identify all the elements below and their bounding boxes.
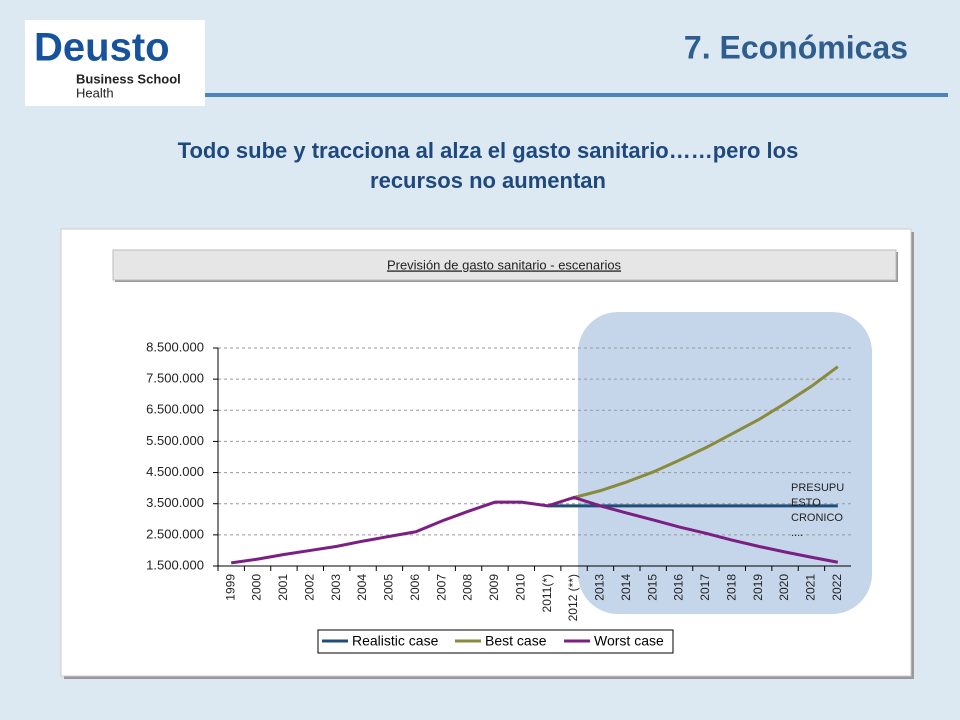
legend-label: Worst case [594, 633, 664, 649]
x-tick-label: 2017 [698, 574, 712, 601]
x-tick-label: 2011(*) [540, 574, 554, 612]
x-tick-label: 2009 [487, 574, 501, 601]
y-tick-label: 2.500.000 [146, 526, 204, 541]
x-tick-label: 2012 (**) [566, 574, 580, 621]
logo-line: Health [76, 85, 114, 100]
x-tick-label: 2021 [804, 574, 818, 601]
x-tick-label: 2003 [329, 574, 343, 601]
x-tick-label: 2016 [672, 574, 686, 601]
x-tick-label: 2022 [830, 574, 844, 601]
y-tick-label: 7.500.000 [146, 371, 204, 386]
logo-word: Deusto [34, 26, 170, 70]
legend-label: Best case [485, 633, 547, 649]
annotation-line: CRONICO [791, 512, 843, 524]
x-tick-label: 2006 [408, 574, 422, 601]
legend-label: Realistic case [352, 633, 439, 649]
series-line [230, 495, 839, 565]
forecast-highlight [578, 312, 872, 614]
x-tick-label: 2014 [619, 574, 633, 601]
x-tick-label: 2008 [461, 574, 475, 601]
x-tick-label: 2010 [513, 574, 527, 601]
logo-line: Business School [76, 71, 181, 86]
logo-box [25, 20, 205, 106]
x-tick-label: 2004 [355, 574, 369, 601]
y-tick-label: 6.500.000 [146, 402, 204, 417]
x-tick-label: 2007 [434, 574, 448, 601]
y-tick-label: 8.500.000 [146, 339, 204, 354]
x-tick-label: 2013 [593, 574, 607, 601]
annotation-line: ESTO [791, 497, 821, 509]
annotation: PRESUPU ESTO CRONICO.... [791, 482, 844, 539]
x-tick-label: 2020 [777, 574, 791, 601]
x-tick-label: 2005 [382, 574, 396, 601]
subtitle: recursos no aumentan [370, 168, 606, 193]
y-tick-label: 4.500.000 [146, 464, 204, 479]
x-tick-label: 2015 [645, 574, 659, 601]
annotation-line: .... [791, 527, 803, 539]
y-tick-label: 3.500.000 [146, 495, 204, 510]
x-tick-label: 2002 [302, 574, 316, 601]
x-tick-label: 2019 [751, 574, 765, 601]
x-tick-label: 2000 [250, 574, 264, 601]
series-line [573, 365, 839, 499]
x-tick-label: 1999 [223, 574, 237, 601]
legend [317, 629, 674, 654]
y-tick-label: 5.500.000 [146, 433, 204, 448]
subtitle: Todo sube y tracciona al alza el gasto s… [178, 138, 799, 163]
annotation-line: PRESUPU [791, 482, 844, 494]
heading: 7. Económicas [684, 29, 908, 65]
x-tick-label: 2001 [276, 574, 290, 601]
chart-title: Previsión de gasto sanitario - escenario… [387, 257, 622, 272]
x-tick-label: 2018 [724, 574, 738, 601]
y-tick-label: 1.500.000 [146, 557, 204, 572]
title-box [112, 249, 897, 281]
